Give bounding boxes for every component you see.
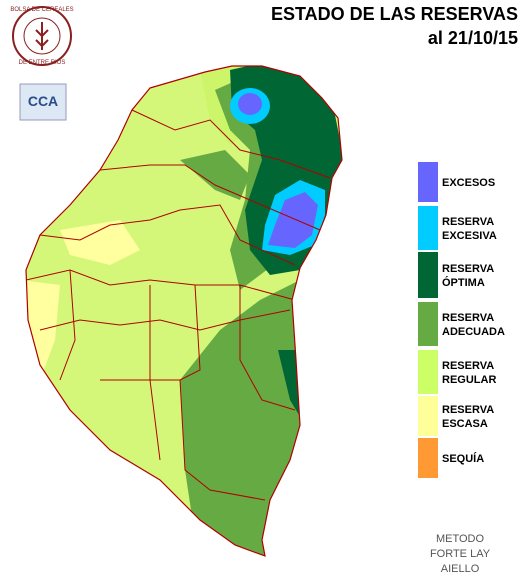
title: ESTADO DE LAS RESERVAS xyxy=(271,4,518,24)
legend-swatch xyxy=(418,396,438,436)
legend: EXCESOSRESERVAEXCESIVARESERVAÓPTIMARESER… xyxy=(418,162,505,478)
legend-swatch xyxy=(418,252,438,298)
legend-swatch xyxy=(418,162,438,202)
legend-label: RESERVA xyxy=(442,263,494,275)
footer: METODO FORTE LAY AIELLO xyxy=(430,533,491,575)
legend-swatch xyxy=(418,302,438,346)
legend-label: ADECUADA xyxy=(442,326,505,338)
legend-label: RESERVA xyxy=(442,404,494,416)
legend-swatch xyxy=(418,438,438,478)
legend-swatch xyxy=(418,350,438,394)
legend-label: SEQUÍA xyxy=(442,452,484,465)
legend-label: ESCASA xyxy=(442,418,488,430)
legend-label: EXCESOS xyxy=(442,177,495,189)
cca-logo: CCA xyxy=(19,83,67,121)
legend-label: RESERVA xyxy=(442,360,494,372)
bolsa-logo: BOLSA DE CEREALES DE ENTRE RIOS xyxy=(10,6,74,66)
legend-swatch xyxy=(418,206,438,250)
province-map xyxy=(26,66,342,556)
logo-text: DE ENTRE RIOS xyxy=(19,60,66,66)
logo-text: BOLSA DE CEREALES xyxy=(10,7,73,13)
legend-label: RESERVA xyxy=(442,216,494,228)
method-text: AIELLO xyxy=(441,563,480,575)
logo-text: CCA xyxy=(28,93,58,109)
legend-label: RESERVA xyxy=(442,312,494,324)
legend-label: EXCESIVA xyxy=(442,230,497,242)
province-outline xyxy=(25,65,343,557)
method-text: FORTE LAY xyxy=(430,548,491,560)
legend-label: ÓPTIMA xyxy=(442,276,485,289)
method-text: METODO xyxy=(436,533,485,545)
legend-label: REGULAR xyxy=(442,374,496,386)
date: al 21/10/15 xyxy=(428,28,518,48)
